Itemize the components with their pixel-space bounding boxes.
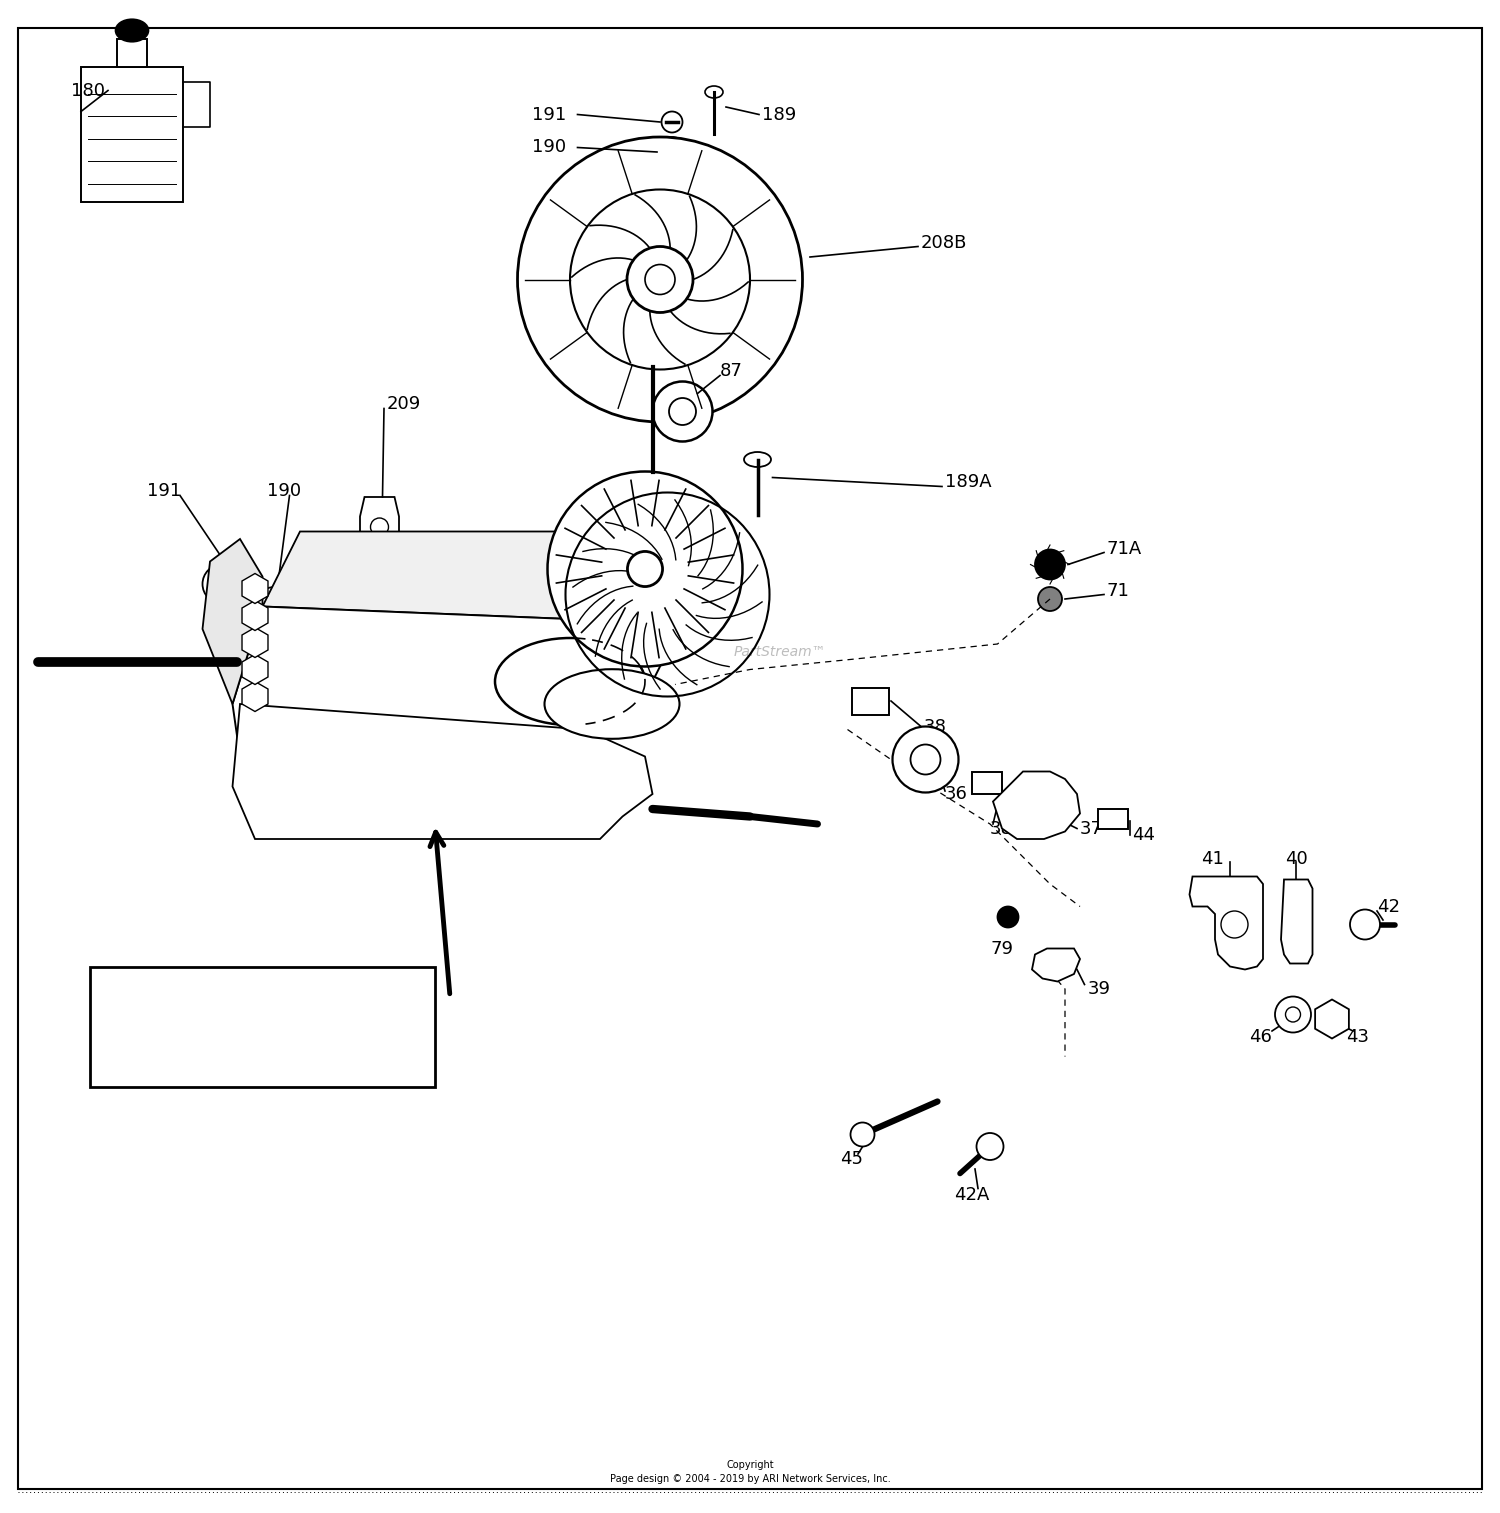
Bar: [81, 67, 183, 201]
Ellipse shape: [495, 638, 645, 725]
Text: 71A: 71A: [1107, 540, 1143, 558]
Polygon shape: [1281, 879, 1312, 964]
Text: 42A: 42A: [954, 1186, 990, 1203]
Circle shape: [1275, 997, 1311, 1032]
Ellipse shape: [544, 669, 680, 738]
Circle shape: [370, 601, 388, 619]
Ellipse shape: [705, 86, 723, 98]
Text: 41: 41: [1200, 849, 1224, 867]
Polygon shape: [202, 539, 262, 704]
Text: 87: 87: [720, 362, 742, 380]
Text: 180: 180: [70, 82, 105, 100]
Circle shape: [548, 472, 742, 667]
Circle shape: [998, 906, 1018, 927]
Text: 44: 44: [1132, 826, 1155, 844]
Polygon shape: [622, 564, 712, 637]
Text: 191: 191: [147, 483, 182, 499]
Circle shape: [910, 744, 940, 775]
Text: 208B: 208B: [921, 235, 968, 253]
Text: 79: 79: [990, 940, 1014, 958]
Circle shape: [202, 564, 242, 604]
Text: 42: 42: [1377, 897, 1400, 915]
Text: 40: 40: [1284, 849, 1308, 867]
Circle shape: [370, 631, 388, 649]
Circle shape: [1221, 911, 1248, 938]
Ellipse shape: [744, 452, 771, 468]
Circle shape: [850, 1123, 874, 1147]
Polygon shape: [1190, 876, 1263, 970]
Text: Copyright: Copyright: [726, 1460, 774, 1469]
Circle shape: [657, 138, 687, 166]
Text: MODEL and SERIAL: MODEL and SERIAL: [170, 1003, 356, 1020]
Text: 191: 191: [532, 106, 567, 124]
Bar: [852, 687, 889, 714]
Circle shape: [627, 247, 693, 313]
Circle shape: [669, 398, 696, 425]
Polygon shape: [993, 772, 1080, 840]
Circle shape: [370, 517, 388, 536]
Bar: [117, 39, 147, 67]
Polygon shape: [1032, 949, 1080, 982]
Text: 38: 38: [924, 717, 946, 735]
Text: 45: 45: [840, 1150, 864, 1168]
Text: 43: 43: [1346, 1027, 1370, 1045]
Circle shape: [662, 112, 682, 133]
Text: 190: 190: [532, 139, 567, 156]
Ellipse shape: [116, 20, 148, 42]
Text: 38: 38: [990, 820, 1012, 838]
Polygon shape: [232, 704, 652, 840]
Text: 39: 39: [1088, 980, 1110, 999]
Circle shape: [1286, 1008, 1300, 1021]
Circle shape: [1035, 549, 1065, 579]
Circle shape: [666, 145, 678, 157]
Text: PartStream™: PartStream™: [734, 645, 827, 658]
Circle shape: [267, 599, 282, 614]
Text: 36: 36: [945, 785, 968, 803]
Circle shape: [645, 265, 675, 295]
Bar: [1098, 809, 1128, 829]
Text: 37: 37: [1080, 820, 1102, 838]
Circle shape: [1350, 909, 1380, 940]
Bar: [972, 772, 1002, 794]
Circle shape: [627, 551, 663, 587]
Polygon shape: [360, 496, 399, 663]
Circle shape: [370, 555, 388, 573]
Text: 189A: 189A: [945, 474, 992, 492]
Circle shape: [255, 587, 294, 626]
Text: Page design © 2004 - 2019 by ARI Network Services, Inc.: Page design © 2004 - 2019 by ARI Network…: [609, 1475, 891, 1484]
Circle shape: [518, 138, 803, 422]
Bar: [90, 967, 435, 1086]
Circle shape: [976, 1133, 1004, 1160]
Circle shape: [652, 381, 712, 442]
Text: NUMBERS HERE: NUMBERS HERE: [184, 1039, 340, 1058]
Polygon shape: [262, 531, 690, 622]
Polygon shape: [232, 607, 668, 756]
Circle shape: [213, 575, 231, 593]
Circle shape: [570, 189, 750, 369]
Circle shape: [892, 726, 958, 793]
Text: 190: 190: [267, 483, 302, 499]
Text: 46: 46: [1248, 1027, 1272, 1045]
Text: 209: 209: [387, 395, 422, 413]
Circle shape: [1038, 587, 1062, 611]
Text: 71: 71: [1107, 583, 1130, 601]
Text: 189: 189: [762, 106, 796, 124]
